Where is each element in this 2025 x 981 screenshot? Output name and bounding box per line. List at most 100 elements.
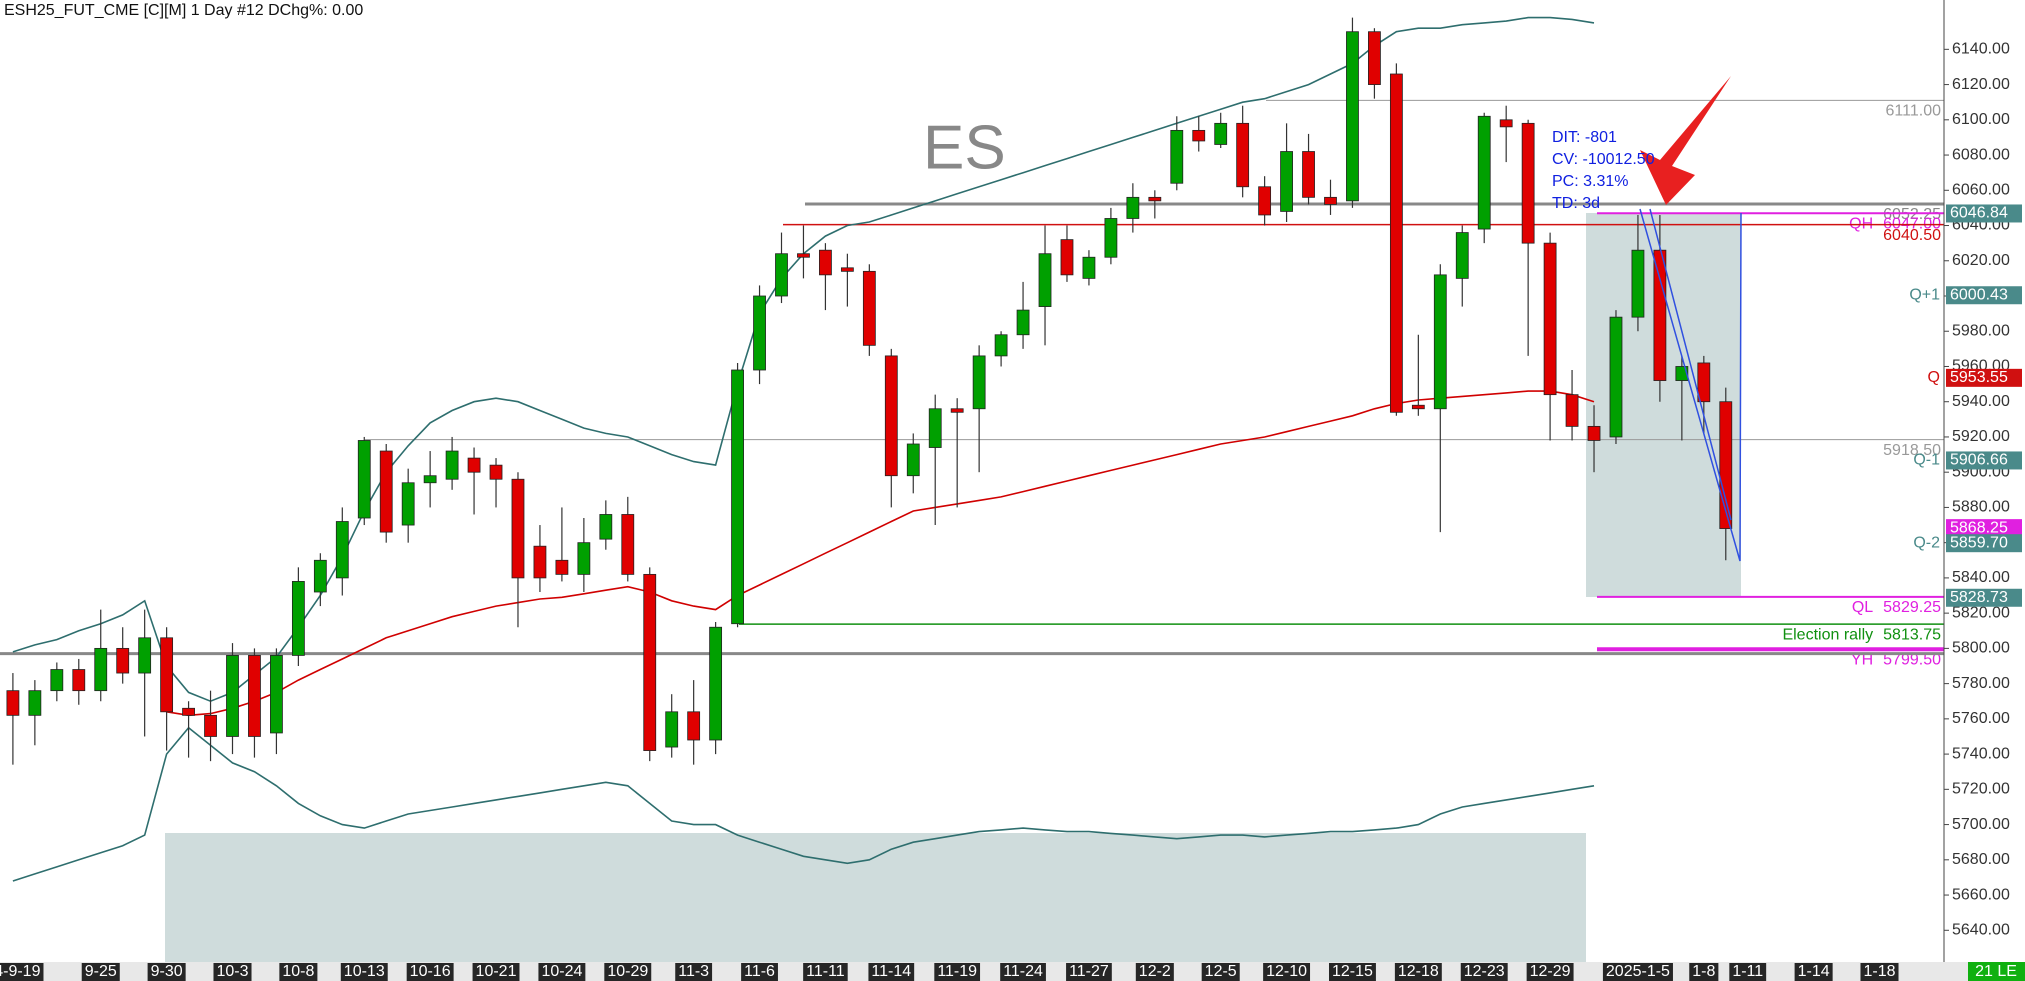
y-tick-label: 5640.00	[1952, 922, 2010, 939]
x-tick-box	[675, 963, 713, 981]
candle-body	[226, 655, 239, 737]
x-tick-box	[1729, 963, 1767, 981]
y-tick-label: 5700.00	[1952, 816, 2010, 833]
candle-body	[1346, 31, 1359, 202]
x-tick-box	[1201, 963, 1240, 981]
x-tick-box	[0, 963, 44, 981]
chart-title: ESH25_FUT_CME [C][M] 1 Day #12 DChg%: 0.…	[4, 2, 363, 19]
candle-body	[313, 559, 327, 593]
level-name: YH	[1851, 651, 1873, 668]
x-tick-box	[1526, 963, 1574, 981]
level-name: Q-1	[1913, 452, 1940, 469]
x-axis: 24-9-19 9-25 9-30 10-3 10-8 10-13 10-16 10-21 10…	[0, 963, 1899, 981]
x-tick-label: 11-24	[1003, 963, 1043, 980]
level-name: Q	[1928, 369, 1940, 386]
candle-body	[1455, 232, 1469, 279]
x-tick-label: 12-23	[1464, 963, 1505, 980]
level-label: 6046.84	[1950, 205, 2008, 222]
x-tick-box	[1689, 963, 1719, 981]
y-tick-label: 5660.00	[1952, 886, 2010, 903]
candle-body	[248, 655, 261, 737]
x-tick-box	[1000, 963, 1046, 981]
candle-body	[1236, 122, 1250, 188]
candle-body	[709, 626, 723, 741]
x-tick-box	[538, 963, 586, 981]
x-tick-box	[279, 963, 318, 981]
x-tick-label: 12-5	[1205, 963, 1237, 980]
candle-body	[1499, 119, 1513, 128]
annotation: DIT: -801	[1552, 129, 1617, 146]
annotation: CV: -10012.50	[1552, 151, 1655, 168]
x-tick-label: 12-29	[1530, 963, 1571, 980]
level-label: 5868.25	[1950, 519, 2008, 536]
y-tick-label: 5820.00	[1952, 604, 2010, 621]
x-tick-label: 10-16	[410, 963, 451, 980]
level-box	[1946, 286, 2022, 305]
level-name: Election rally	[1782, 626, 1873, 643]
candle-body	[555, 559, 569, 575]
candle-layer	[6, 17, 1733, 765]
candle-body	[731, 369, 744, 625]
candle-body	[1104, 218, 1118, 258]
candle-body	[1411, 404, 1425, 410]
candle-body	[1016, 309, 1030, 336]
x-tick-label: 9-25	[85, 963, 117, 980]
y-tick-label: 5880.00	[1952, 499, 2010, 516]
x-tick-label: 10-8	[282, 963, 314, 980]
x-tick-box	[406, 963, 454, 981]
corner-badge	[1968, 962, 2025, 981]
candle-body	[1192, 129, 1206, 142]
annotation: TD: 3d	[1552, 195, 1600, 212]
candle-body	[533, 545, 547, 579]
candle-body	[1280, 151, 1293, 212]
x-tick-label: 10-3	[216, 963, 248, 980]
candle-body	[1609, 316, 1623, 438]
level-box	[1946, 451, 2022, 470]
candle-body	[906, 443, 920, 477]
x-tick-box	[604, 963, 652, 981]
x-tick-label: 12-15	[1332, 963, 1373, 980]
candle-body	[621, 514, 635, 575]
level-name: Q-2	[1913, 534, 1940, 551]
indicator-line	[12, 726, 1595, 882]
x-tick-label: 1-18	[1863, 963, 1895, 980]
indicator-line	[166, 390, 1595, 717]
level-box	[1946, 519, 2022, 538]
level-label: 6000.43	[1950, 286, 2008, 303]
x-tick-box	[213, 963, 252, 981]
level-label: 5829.25	[1883, 599, 1941, 616]
candle-body	[1214, 122, 1228, 145]
y-tick-label: 6020.00	[1952, 252, 2010, 269]
candle-body	[753, 295, 766, 371]
x-tick-box	[1066, 963, 1112, 981]
candle-body	[665, 711, 679, 748]
candle-body	[291, 581, 305, 656]
x-tick-label: 11-6	[744, 963, 775, 980]
candle-body	[1653, 249, 1667, 381]
candle-body	[50, 669, 64, 692]
candle-body	[994, 334, 1008, 357]
candle-body	[928, 408, 942, 448]
x-tick-label: 1-14	[1798, 963, 1830, 980]
candle-body	[357, 440, 371, 519]
candle-body	[1719, 401, 1733, 529]
candle-body	[116, 647, 130, 674]
drawing-line	[1639, 208, 1742, 562]
x-tick-label: 9-30	[151, 963, 183, 980]
y-tick-label: 6080.00	[1952, 146, 2010, 163]
level-label: 6052.25	[1883, 206, 1941, 223]
x-tick-box	[741, 963, 778, 981]
x-tick-label: 10-13	[344, 963, 385, 980]
y-tick-label: 6100.00	[1952, 111, 2010, 128]
candle-body	[972, 355, 986, 410]
candle-body	[643, 573, 657, 751]
candle-body	[775, 253, 788, 297]
y-tick-label: 5680.00	[1952, 851, 2010, 868]
arrow	[1640, 76, 1731, 205]
candle-body	[28, 690, 42, 716]
x-tick-box	[934, 963, 981, 981]
x-tick-box	[1602, 963, 1673, 981]
y-tick-label: 6120.00	[1952, 76, 2010, 93]
x-tick-box	[1394, 963, 1442, 981]
